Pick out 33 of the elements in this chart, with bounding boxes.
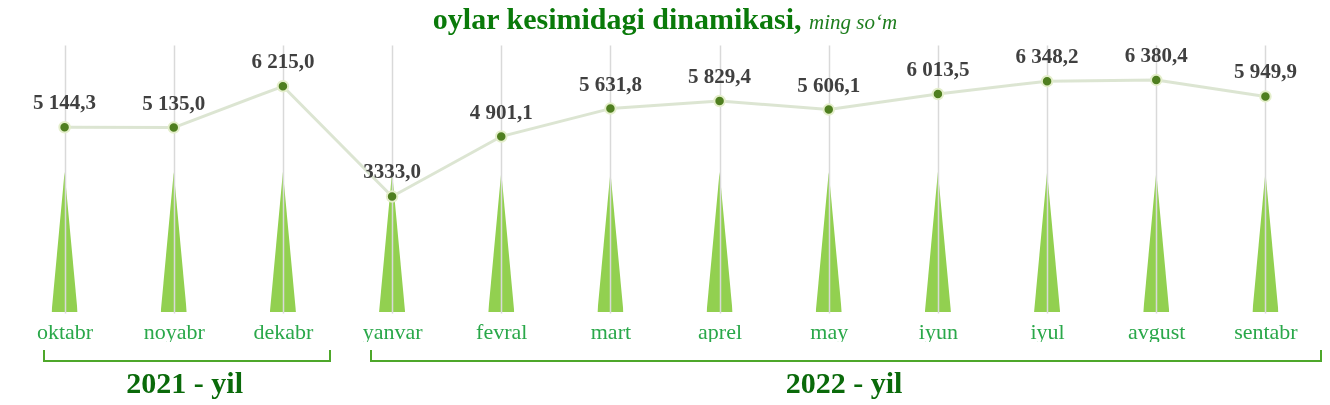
x-tick-label: sentabr xyxy=(1234,318,1299,344)
data-label: 6 380,4 xyxy=(1124,42,1189,67)
data-label: 4 901,1 xyxy=(469,99,533,124)
data-label: 5 631,8 xyxy=(578,71,642,96)
point xyxy=(713,94,726,108)
data-label: 5 144,3 xyxy=(33,90,97,115)
data-label: 3333,0 xyxy=(363,159,421,184)
point xyxy=(1040,74,1054,88)
point xyxy=(58,120,71,134)
point xyxy=(1259,90,1272,103)
point xyxy=(1150,73,1163,87)
point xyxy=(931,87,945,101)
text: 2021 - yil xyxy=(125,366,244,400)
point xyxy=(276,80,290,93)
x-tick-label: dekabr xyxy=(253,318,315,344)
chart-subtitle: ming so‘m xyxy=(809,10,898,34)
text: 2022 - yil xyxy=(784,366,904,400)
x-tick-label: mart xyxy=(590,318,632,344)
point xyxy=(604,102,617,115)
data-label: 5 606,1 xyxy=(797,72,861,97)
point xyxy=(822,103,835,116)
point xyxy=(495,130,508,143)
x-tick-label: fevral xyxy=(476,318,528,344)
data-label: 6 348,2 xyxy=(1015,44,1079,69)
data-label: 5 829,4 xyxy=(688,64,752,89)
data-label: 5 949,9 xyxy=(1233,59,1297,84)
x-tick-label: oktabr xyxy=(36,318,94,344)
chart-title: oylar kesimidagi dinamikasi, xyxy=(432,2,802,35)
data-label: 6 013,5 xyxy=(906,56,970,81)
point xyxy=(385,190,399,203)
data-label: 6 215,0 xyxy=(251,49,315,74)
data-label: 5 135,0 xyxy=(142,90,206,115)
point xyxy=(167,121,180,134)
